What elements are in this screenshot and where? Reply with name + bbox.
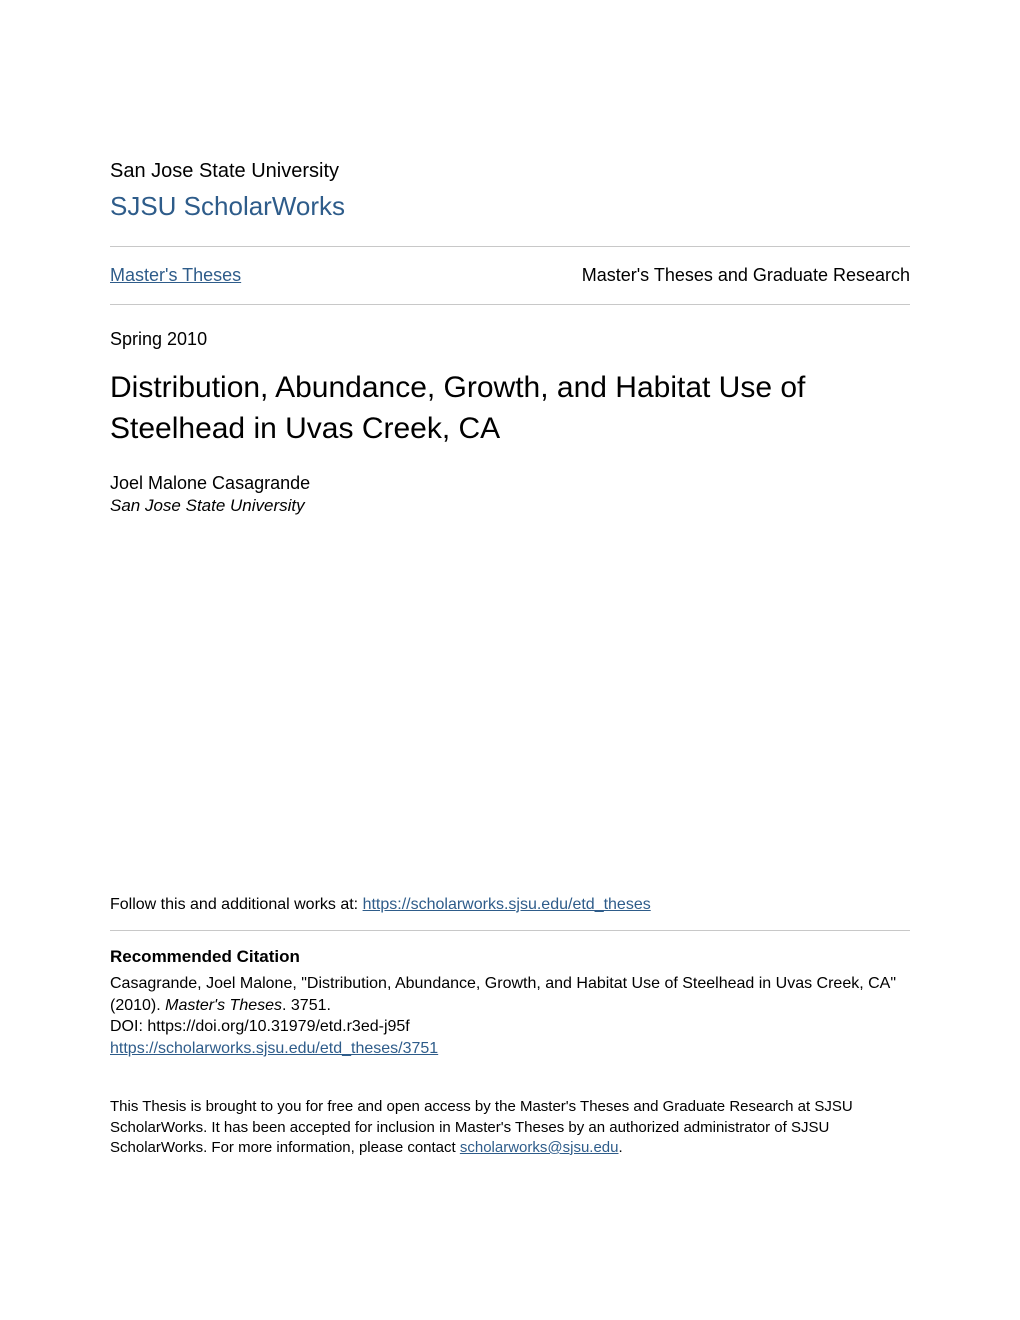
citation-url-link[interactable]: https://scholarworks.sjsu.edu/etd_theses… <box>110 1038 910 1060</box>
page-title: Distribution, Abundance, Growth, and Hab… <box>110 368 910 449</box>
university-name: San Jose State University <box>110 160 910 183</box>
header-block: San Jose State University SJSU ScholarWo… <box>110 160 910 246</box>
follow-link[interactable]: https://scholarworks.sjsu.edu/etd_theses <box>363 896 651 913</box>
author-name: Joel Malone Casagrande <box>110 473 910 494</box>
citation-series: Master's Theses <box>165 997 282 1014</box>
author-affiliation: San Jose State University <box>110 496 910 516</box>
follow-prefix: Follow this and additional works at: <box>110 896 363 913</box>
publication-date: Spring 2010 <box>110 329 910 350</box>
breadcrumb-parent: Master's Theses and Graduate Research <box>582 265 910 286</box>
follow-section: Follow this and additional works at: htt… <box>110 896 910 914</box>
repository-link[interactable]: SJSU ScholarWorks <box>110 191 345 222</box>
citation-doi: DOI: https://doi.org/10.31979/etd.r3ed-j… <box>110 1016 910 1038</box>
divider-bottom <box>110 304 910 305</box>
footer-text: This Thesis is brought to you for free a… <box>110 1097 910 1158</box>
citation-text-post: . 3751. <box>282 997 331 1014</box>
citation-body: Casagrande, Joel Malone, "Distribution, … <box>110 973 910 1016</box>
breadcrumb-row: Master's Theses Master's Theses and Grad… <box>110 247 910 304</box>
footer-text-post: . <box>619 1139 623 1156</box>
footer-email-link[interactable]: scholarworks@sjsu.edu <box>460 1139 619 1156</box>
breadcrumb-collection-link[interactable]: Master's Theses <box>110 265 241 286</box>
citation-heading: Recommended Citation <box>110 947 910 967</box>
divider-citation <box>110 930 910 931</box>
